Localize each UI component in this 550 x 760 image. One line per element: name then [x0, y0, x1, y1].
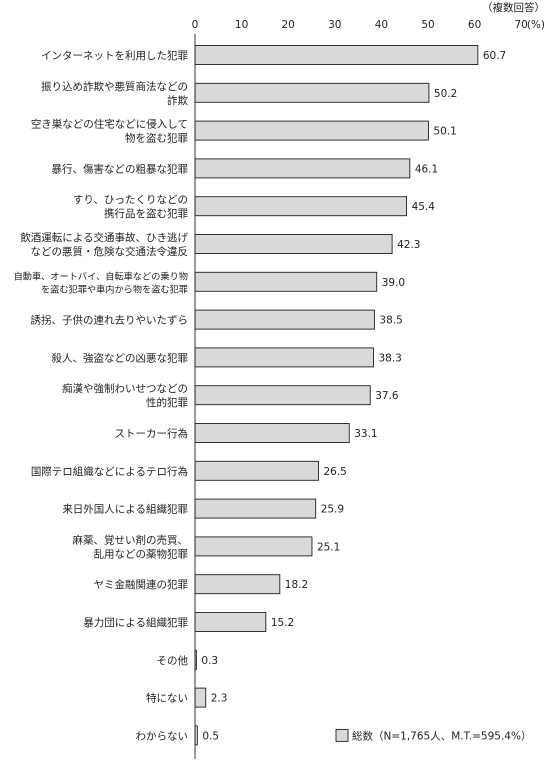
- x-tick-label: 20: [282, 19, 295, 31]
- value-label: 0.5: [202, 730, 219, 742]
- bar: [194, 271, 378, 292]
- bar: [194, 120, 429, 141]
- category-label: わからない: [136, 730, 189, 742]
- bar: [194, 196, 408, 217]
- bar: [194, 45, 479, 65]
- category-label: ヤミ金融関連の犯罪: [94, 578, 189, 591]
- category-label: 国際テロ組織などによるテロ行為: [31, 465, 188, 478]
- value-label: 50.1: [433, 126, 456, 138]
- legend-swatch: [335, 728, 349, 742]
- category-label: 痴漢や強制わいせつなどの: [62, 382, 188, 395]
- category-label: 詐欺: [167, 94, 188, 107]
- value-label: 46.1: [415, 163, 438, 175]
- category-label: 空き巣などの住宅などに侵入して: [31, 118, 188, 131]
- category-label: 飲酒運転による交通事故、ひき逃げ: [20, 231, 188, 244]
- x-tick-label: 60: [468, 19, 481, 31]
- x-tick-label: 10: [235, 19, 248, 31]
- bar: [194, 234, 393, 254]
- bar: [194, 309, 375, 330]
- bar: [194, 460, 319, 481]
- bar: [194, 158, 411, 179]
- value-label: 18.2: [285, 579, 308, 591]
- value-labels: 60.7 50.2 50.1 46.1 45.4 42.3 39.0 38.5 38.3 37.6…: [201, 50, 506, 742]
- value-label: 38.3: [378, 352, 401, 364]
- x-axis-ticks: 0 10 20 30 40 50 60 70: [192, 19, 528, 31]
- value-label: 42.3: [397, 239, 420, 251]
- bar: [194, 687, 207, 708]
- bar: [194, 82, 430, 103]
- value-label: 2.3: [211, 693, 228, 705]
- category-label: 誘拐、子供の連れ去りやいたずら: [31, 314, 189, 327]
- legend: 総数（N=1,765人、M.T.=595.4%）: [335, 728, 531, 742]
- value-label: 50.2: [434, 88, 457, 100]
- value-label: 33.1: [354, 428, 377, 440]
- value-label: 45.4: [412, 201, 436, 213]
- x-tick-label: 40: [375, 19, 388, 31]
- unit-label: (%): [527, 19, 545, 31]
- value-label: 0.3: [201, 655, 218, 667]
- category-label: 自動車、オートバイ、自転車などの乗り物: [14, 270, 188, 282]
- bar: [194, 498, 317, 519]
- bar: [194, 423, 350, 443]
- x-tick-label: 30: [328, 19, 341, 31]
- value-label: 25.1: [317, 541, 340, 553]
- category-label: 暴行、傷害などの粗暴な犯罪: [52, 162, 189, 175]
- category-label: 物を盗む犯罪: [125, 132, 188, 145]
- value-label: 39.0: [382, 277, 405, 289]
- category-label: インターネットを利用した犯罪: [41, 50, 188, 62]
- bars: [194, 45, 479, 746]
- category-label: を盗む犯罪や車内から物を盗む犯罪: [41, 283, 188, 295]
- x-tick-label: 70: [515, 19, 528, 31]
- bar: [194, 385, 371, 406]
- value-label: 60.7: [483, 50, 506, 62]
- category-label: その他: [157, 654, 189, 667]
- category-label: などの悪質・危険な交通法令違反: [31, 245, 189, 258]
- value-label: 26.5: [323, 466, 346, 478]
- bar: [194, 536, 313, 557]
- category-label: 殺人、強盗などの凶悪な犯罪: [52, 351, 189, 364]
- value-label: 15.2: [271, 617, 294, 629]
- x-tick-label: 0: [192, 19, 199, 31]
- category-label: 振り込め詐欺や悪質商法などの: [41, 80, 188, 93]
- value-label: 38.5: [379, 315, 402, 327]
- category-label: すり、ひったくりなどの: [73, 194, 188, 206]
- category-label: 特にない: [146, 693, 188, 705]
- bar: [194, 347, 374, 368]
- category-labels: インターネットを利用した犯罪振り込め詐欺や悪質商法などの詐欺空き巣などの住宅など…: [14, 50, 189, 742]
- category-label: 暴力団による組織犯罪: [83, 616, 188, 629]
- legend-label: 総数（N=1,765人、M.T.=595.4%）: [352, 729, 531, 742]
- category-label: ストーカー行為: [115, 427, 189, 440]
- value-label: 37.6: [375, 390, 399, 402]
- x-tick-label: 50: [421, 19, 434, 31]
- category-label: 性的犯罪: [146, 396, 188, 409]
- category-label: 携行品を盗む犯罪: [104, 207, 188, 220]
- category-label: 来日外国人による組織犯罪: [62, 503, 188, 516]
- category-label: 乱用などの薬物犯罪: [94, 547, 189, 560]
- value-label: 25.9: [321, 504, 344, 516]
- multiple-answer-note: （複数回答）: [482, 1, 545, 14]
- category-label: 麻薬、覚せい剤の売買、: [73, 533, 189, 546]
- bar: [194, 612, 267, 632]
- bar: [194, 574, 281, 595]
